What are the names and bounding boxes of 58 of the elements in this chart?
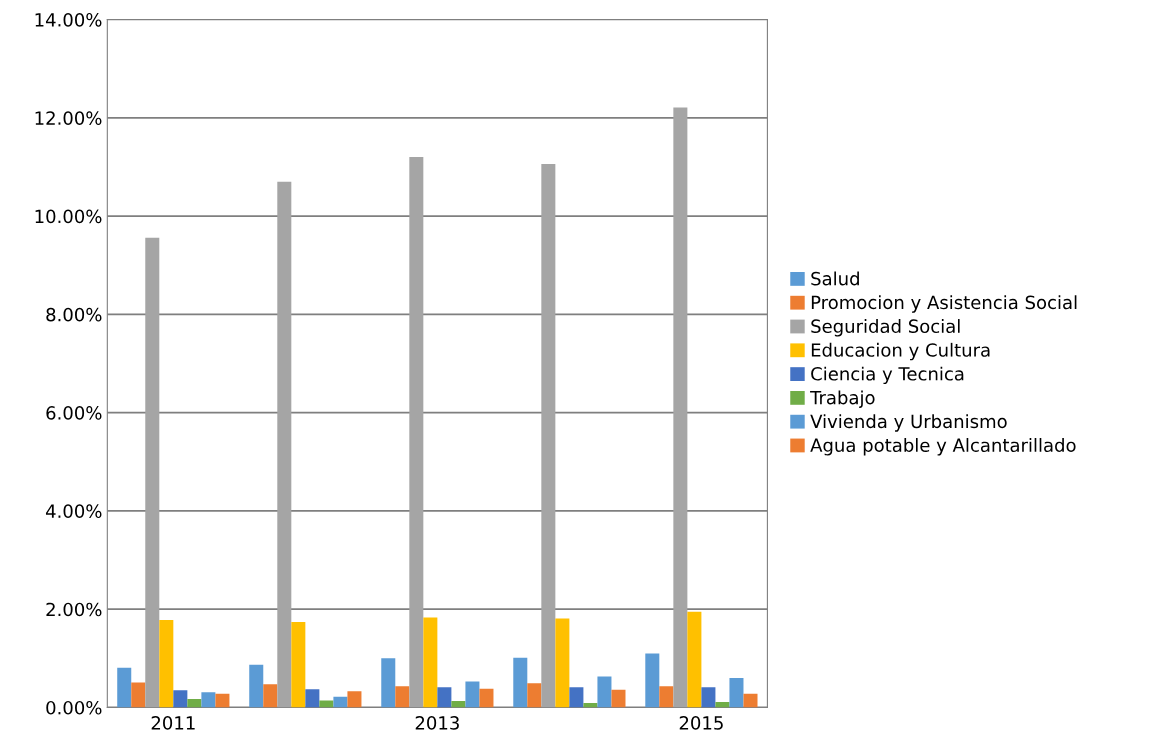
- bar: [291, 621, 306, 708]
- x-tick-label: 2015: [679, 716, 723, 730]
- bar: [687, 611, 702, 708]
- bar: [423, 617, 438, 708]
- bar: [645, 653, 660, 708]
- bar: [465, 681, 480, 708]
- bar: [277, 181, 292, 708]
- y-tick-label: 8.00%: [46, 307, 102, 322]
- bar: [597, 676, 612, 708]
- y-tick-label: 6.00%: [46, 406, 102, 420]
- bar: [743, 693, 758, 708]
- bar: [715, 702, 730, 708]
- legend-label: Promocion y Asistencia Social: [811, 295, 1077, 313]
- bar: [131, 682, 146, 708]
- bar: [451, 701, 466, 708]
- bar: [729, 677, 744, 708]
- bar: [263, 684, 278, 708]
- x-tick-label: 2013: [415, 716, 459, 730]
- bar: [659, 686, 674, 708]
- bar: [513, 657, 528, 708]
- bar: [333, 696, 348, 708]
- legend-label: Salud: [811, 271, 859, 286]
- bar: [117, 667, 132, 708]
- bar: [305, 689, 320, 708]
- bar: [347, 691, 362, 708]
- bar: [701, 687, 716, 708]
- legend-label: Ciencia y Tecnica: [811, 366, 964, 385]
- x-tick-label: 2011: [151, 716, 195, 730]
- bar: [611, 689, 626, 708]
- bar: [159, 619, 174, 708]
- legend-label: Trabajo: [810, 390, 875, 408]
- y-tick-label: 12.00%: [35, 111, 102, 125]
- bar: [673, 107, 688, 708]
- y-tick-label: 4.00%: [45, 504, 102, 519]
- bar: [437, 687, 452, 708]
- legend-label: Seguridad Social: [811, 319, 960, 337]
- bar: [215, 693, 230, 708]
- legend-label: Educacion y Cultura: [811, 342, 990, 361]
- bar: [527, 683, 542, 708]
- bar: [173, 690, 188, 708]
- bar: [187, 699, 202, 708]
- bar: [145, 237, 160, 708]
- bar: [249, 664, 264, 708]
- y-tick-label: 0.00%: [46, 700, 102, 715]
- y-tick-label: 2.00%: [46, 602, 102, 617]
- legend-label: Agua potable y Alcantarillado: [810, 438, 1076, 456]
- bar: [201, 692, 216, 708]
- bar: [409, 157, 424, 708]
- bar: [479, 688, 494, 708]
- bar: [583, 703, 598, 708]
- bar: [381, 658, 396, 708]
- bar: [569, 687, 584, 708]
- bar: [555, 618, 570, 708]
- y-tick-label: 10.00%: [35, 209, 102, 224]
- bar: [395, 686, 410, 708]
- legend-label: Vivienda y Urbanismo: [810, 414, 1007, 432]
- bar: [541, 163, 556, 708]
- y-tick-label: 14.00%: [35, 12, 102, 27]
